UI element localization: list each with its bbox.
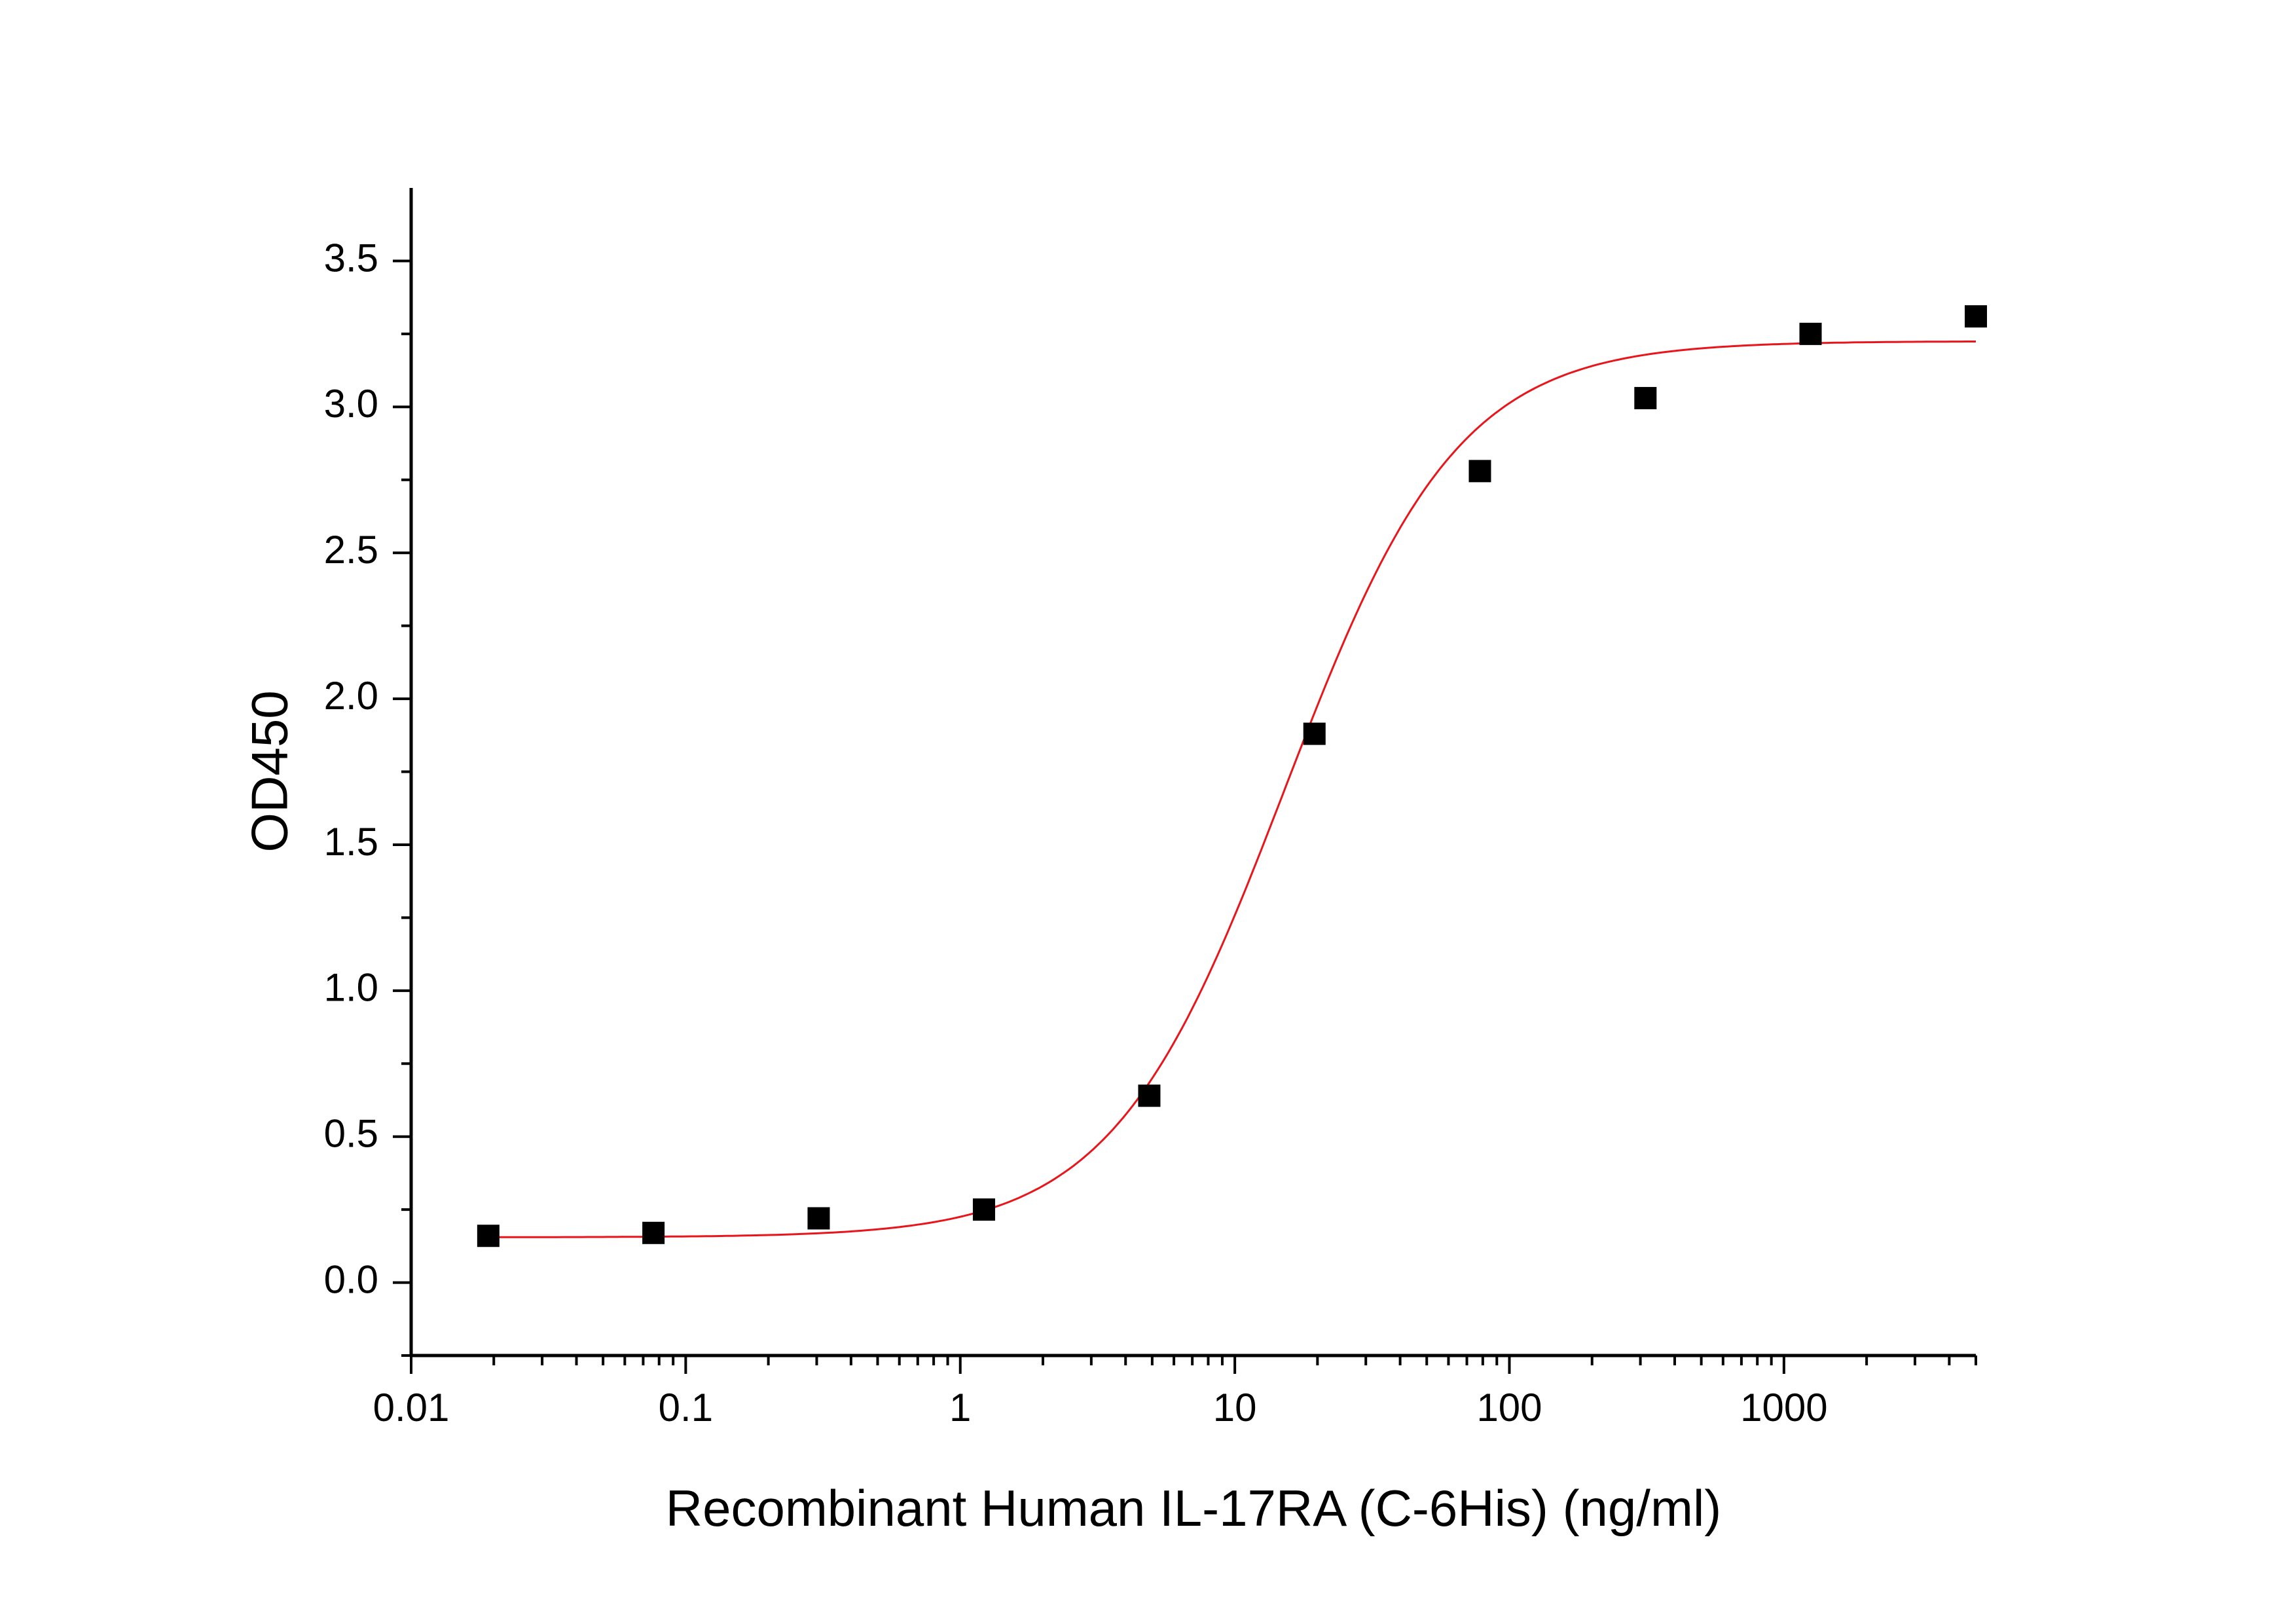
data-point	[1468, 460, 1491, 483]
y-axis-ticks: 0.0 0.5 1.0 1.5 2.0 2.5 3.0 3.5	[324, 236, 411, 1357]
data-point	[807, 1207, 830, 1230]
y-tick-label: 3.0	[324, 382, 378, 426]
y-tick-label: 1.5	[324, 820, 378, 864]
y-tick-label: 2.0	[324, 674, 378, 718]
x-tick-label: 10	[1213, 1386, 1257, 1430]
data-point	[1303, 722, 1326, 745]
x-axis-title: Recombinant Human IL-17RA (C-6His) (ng/m…	[666, 1479, 1722, 1537]
y-axis-title: OD450	[241, 690, 299, 852]
x-tick-label: 100	[1476, 1386, 1542, 1430]
data-point	[1799, 322, 1822, 345]
y-tick-label: 0.0	[324, 1257, 378, 1301]
fit-curve	[488, 341, 1976, 1238]
x-tick-label: 1	[949, 1386, 971, 1430]
x-tick-label: 0.1	[659, 1386, 713, 1430]
data-point	[972, 1198, 995, 1221]
x-axis-ticks: 0.01 0.1 1 10 100 1000	[373, 1356, 1977, 1430]
data-point	[1138, 1084, 1161, 1107]
x-tick-label: 1000	[1740, 1386, 1827, 1430]
data-point	[477, 1225, 500, 1247]
y-tick-label: 1.0	[324, 966, 378, 1010]
data-point	[1965, 305, 1987, 328]
x-tick-label: 0.01	[373, 1386, 450, 1430]
data-point	[642, 1221, 665, 1244]
y-tick-label: 3.5	[324, 236, 378, 280]
y-tick-label: 0.5	[324, 1112, 378, 1156]
data-point	[1634, 386, 1657, 409]
data-points	[477, 305, 1987, 1247]
y-tick-label: 2.5	[324, 528, 378, 572]
